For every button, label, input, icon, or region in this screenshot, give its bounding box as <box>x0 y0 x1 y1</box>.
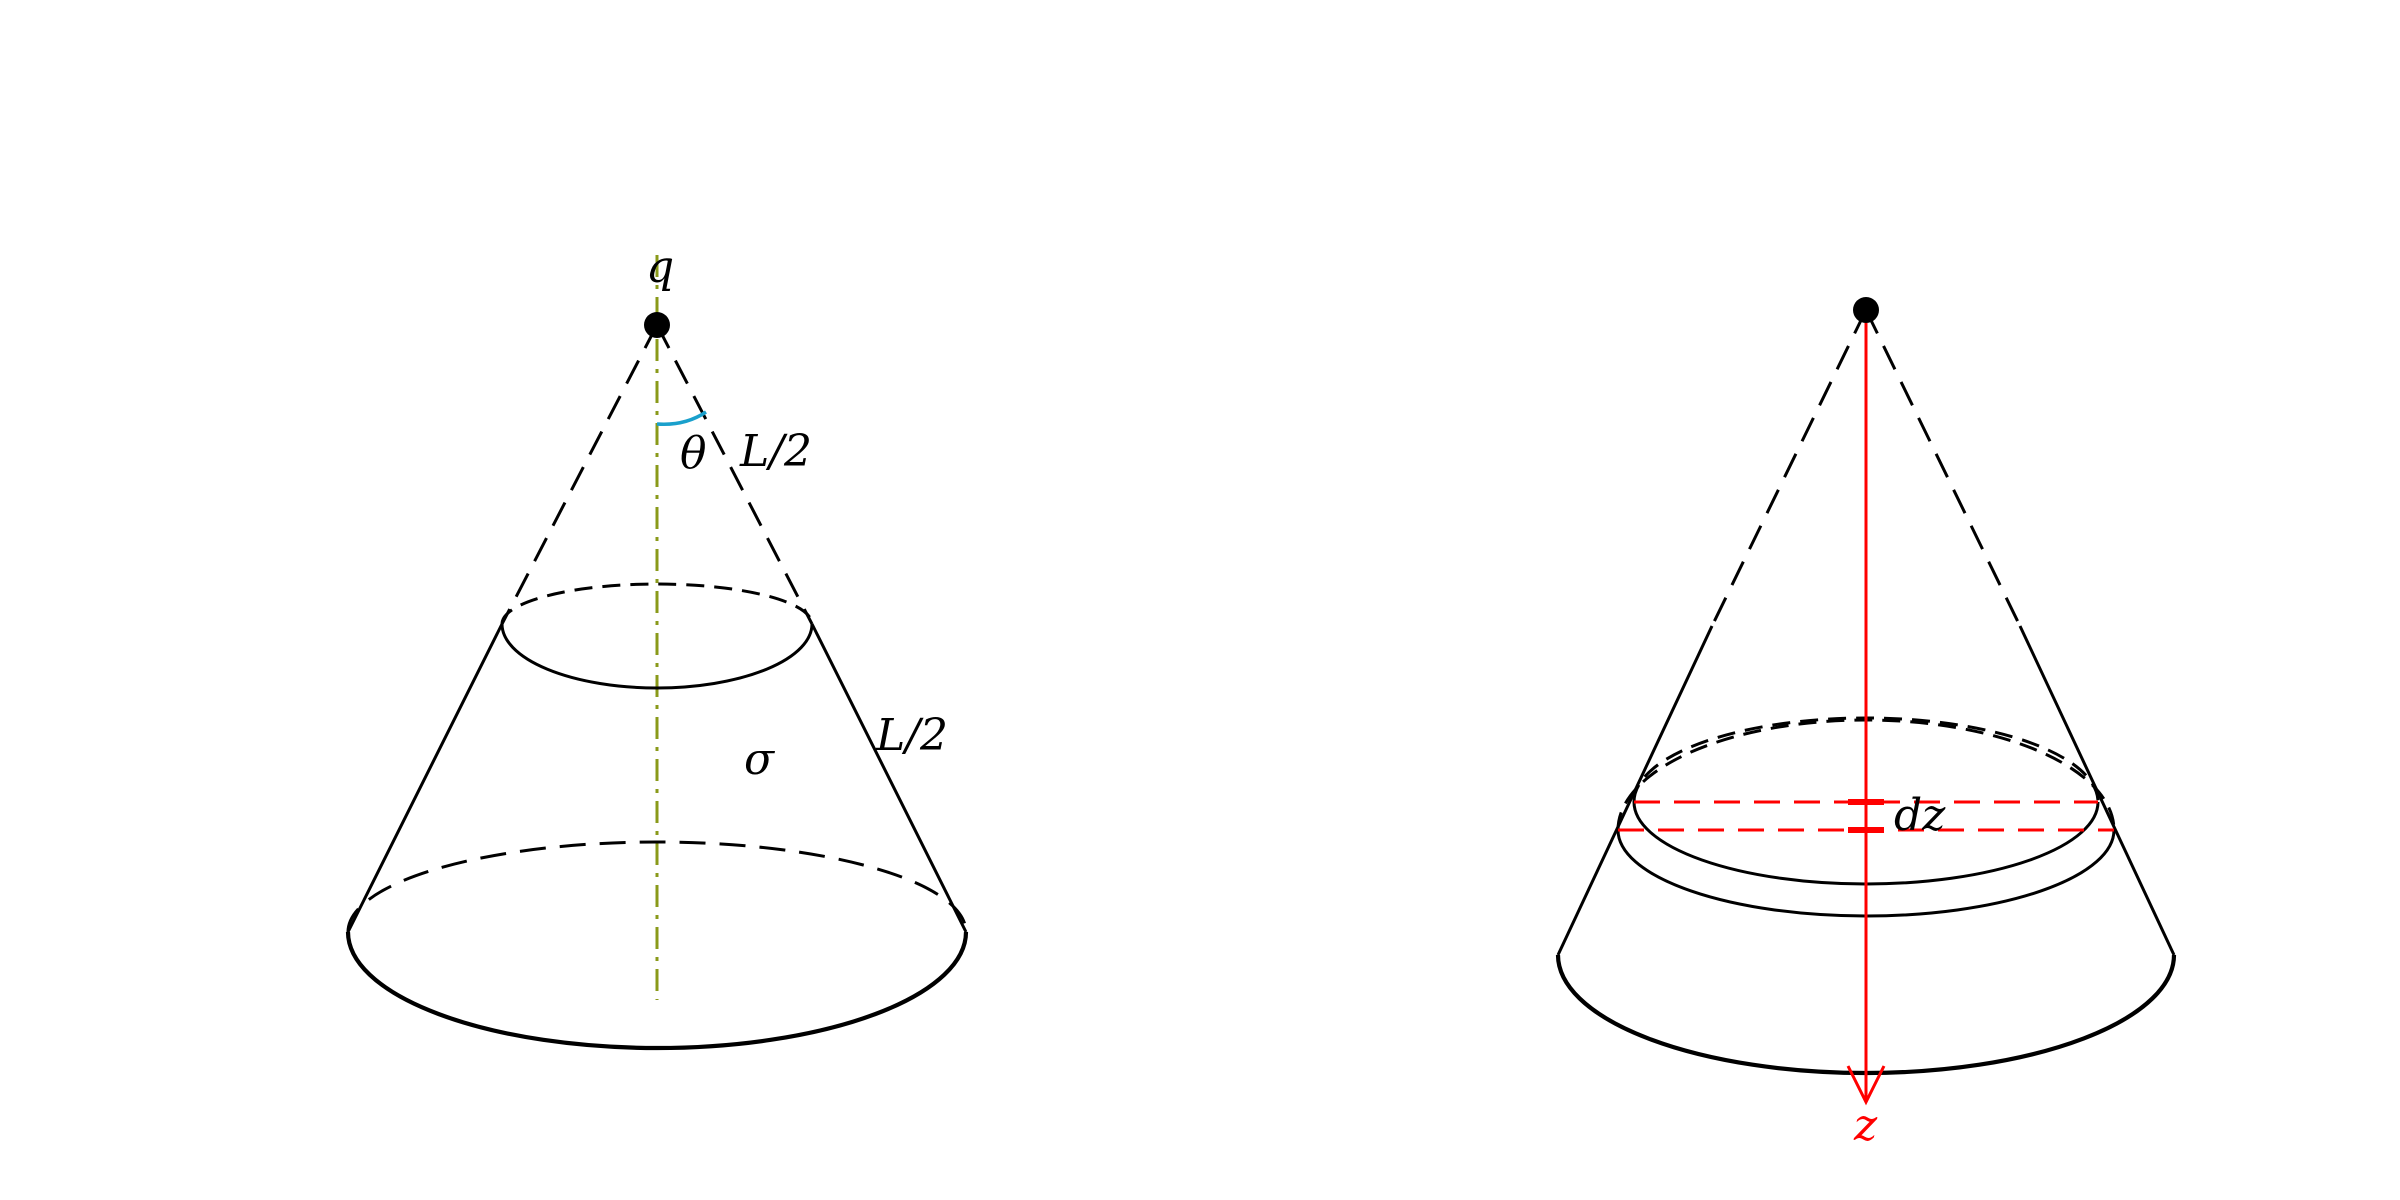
left-cone-base-ellipse-back <box>346 840 968 933</box>
angle-label-theta: θ <box>680 428 707 479</box>
axis-label-z: z <box>1853 1100 1878 1151</box>
right-cone-upper-left-edge <box>1710 309 1868 627</box>
right-cone-apex-charge <box>1853 297 1879 323</box>
left-cone-lower-left-edge <box>346 623 504 933</box>
right-cone-upper-right-edge <box>1864 309 2022 627</box>
left-cone-upper-right-edge <box>655 324 814 625</box>
left-cone-lower-right-edge <box>810 623 968 933</box>
left-cone-upper-left-edge <box>500 324 659 625</box>
right-cone: dz z <box>1555 297 2177 1151</box>
left-cone: q θ L/2 L/2 σ <box>345 242 969 1051</box>
lower-length-label: L/2 <box>875 710 948 761</box>
apex-label-q: q <box>646 242 674 293</box>
left-cone-middle-ellipse-front <box>500 623 814 690</box>
left-cone-apex-charge <box>644 312 670 338</box>
theta-angle-arc <box>656 410 707 426</box>
z-axis-arrowhead <box>1846 1065 1886 1106</box>
upper-length-label: L/2 <box>739 426 812 477</box>
element-label-dz: dz <box>1894 790 1946 841</box>
left-cone-base-ellipse-front <box>345 931 969 1051</box>
surface-charge-label-sigma: σ <box>744 734 776 785</box>
